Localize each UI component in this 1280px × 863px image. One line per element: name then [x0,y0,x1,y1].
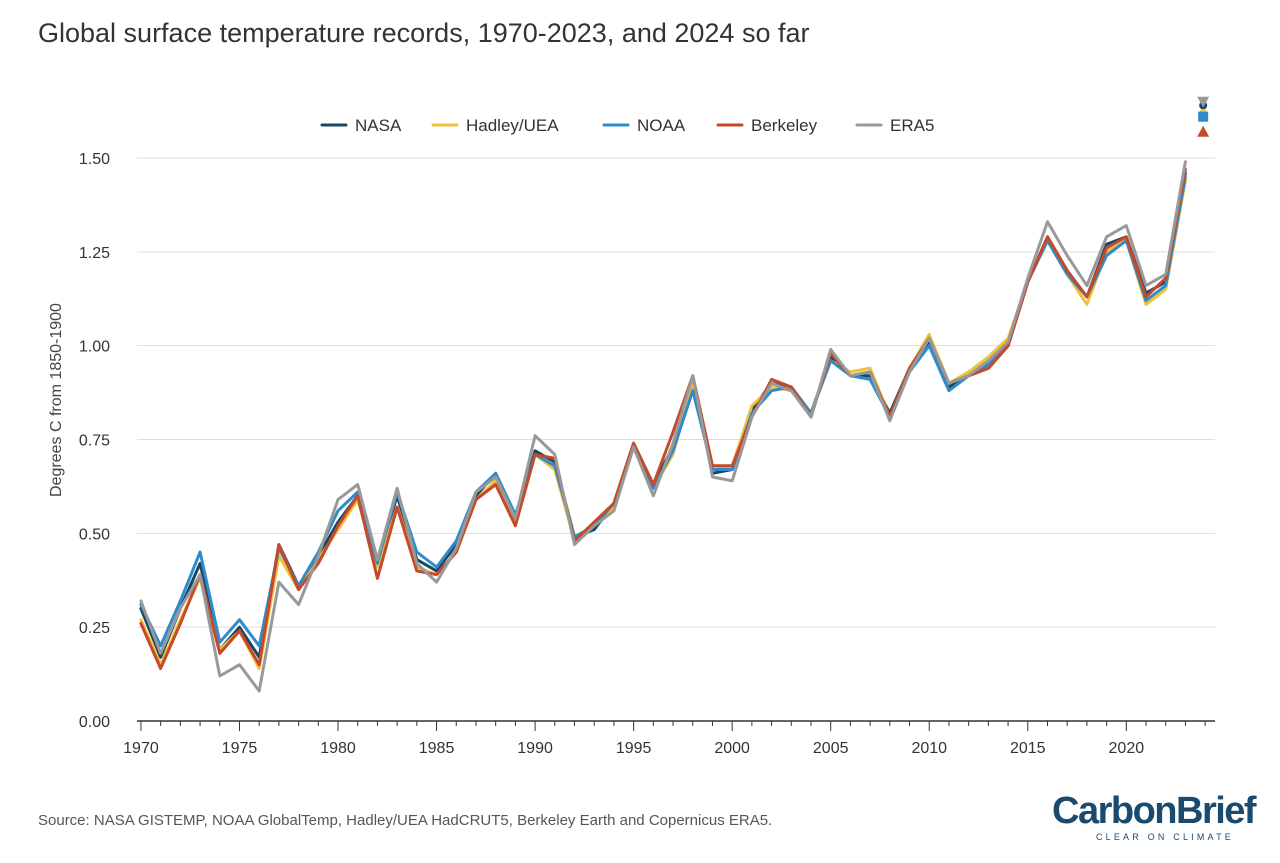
x-tick-label: 2020 [1109,740,1145,757]
y-axis-label: Degrees C from 1850-1900 [48,303,65,497]
y-tick-label: 1.25 [79,245,110,262]
x-tick-label: 1980 [320,740,356,757]
x-tick-label: 2000 [714,740,750,757]
series-lines [139,160,1187,693]
y-tick-label: 0.00 [79,714,110,731]
series-line-berkeley [139,167,1187,670]
series-line-noaa [139,175,1187,648]
series-line-era5 [139,160,1187,693]
latest-marker-berkeley [1197,125,1210,137]
gridlines [137,157,1215,628]
y-tick-label: 1.50 [79,151,110,168]
x-tick-label: 1995 [616,740,652,757]
series-line-hadley-uea [139,179,1187,670]
legend-label-berkeley: Berkeley [751,116,818,135]
logo-wordmark: CarbonBrief [1052,790,1257,832]
legend-label-noaa: NOAA [637,116,686,135]
y-tick-label: 0.75 [79,433,110,450]
legend-label-hadley-uea: Hadley/UEA [466,116,559,135]
chart-title: Global surface temperature records, 1970… [38,18,810,48]
x-tick-label: 1975 [222,740,258,757]
carbonbrief-logo: CarbonBrief CLEAR ON CLIMATE [1052,790,1257,848]
x-tick-label: 1985 [419,740,455,757]
legend-label-era5: ERA5 [890,116,934,135]
x-tick-label: 2010 [911,740,947,757]
logo-tagline: CLEAR ON CLIMATE [1095,832,1234,842]
y-tick-label: 0.50 [79,526,110,543]
legend-label-nasa: NASA [355,116,402,135]
latest-markers [1197,96,1210,137]
legend: NASA Hadley/UEA NOAA Berkeley ERA5 [320,116,934,135]
axes: 0.00 0.25 0.50 0.75 1.00 1.25 1.50 1970 1975 1980… [79,151,1215,757]
x-tick-label: 2015 [1010,740,1046,757]
source-note: Source: NASA GISTEMP, NOAA GlobalTemp, H… [38,812,773,829]
latest-marker-era5 [1197,96,1210,108]
y-tick-label: 0.25 [79,620,110,637]
x-tick-label: 2005 [813,740,849,757]
x-tick-label: 1970 [123,740,159,757]
y-tick-label: 1.00 [79,339,110,356]
x-tick-label: 1990 [517,740,553,757]
latest-marker-noaa [1198,111,1209,122]
